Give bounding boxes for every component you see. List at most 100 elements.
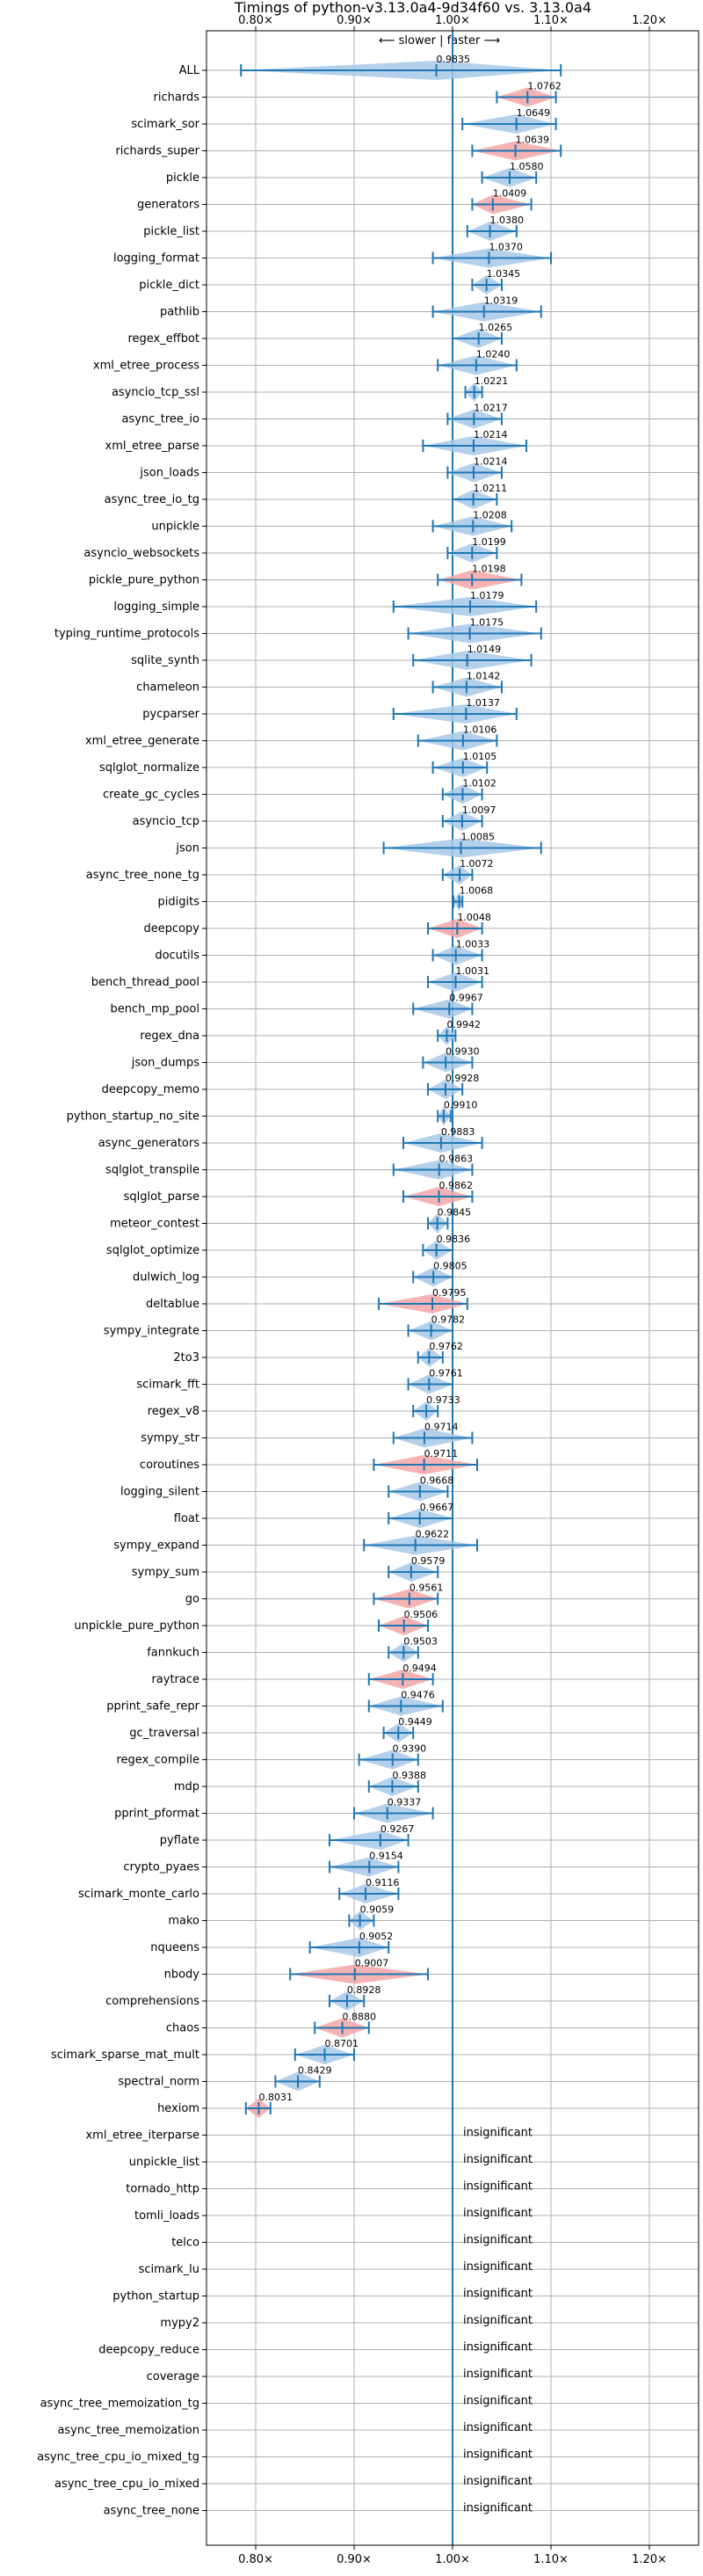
value-label-richards: 1.0762 bbox=[527, 81, 562, 92]
benchmark-label-coroutines: coroutines bbox=[140, 1459, 199, 1472]
x-tick-label-top-0: 0.80× bbox=[238, 14, 273, 27]
benchmark-label-mdp: mdp bbox=[174, 1780, 199, 1794]
benchmark-label-async_tree_cpu_io_mixed_tg: async_tree_cpu_io_mixed_tg bbox=[37, 2451, 199, 2464]
value-label-pickle: 1.0580 bbox=[510, 161, 544, 172]
value-label-regex_compile: 0.9390 bbox=[393, 1743, 427, 1755]
value-label-sqlglot_transpile: 0.9863 bbox=[439, 1153, 474, 1165]
benchmark-label-chameleon: chameleon bbox=[136, 681, 199, 695]
value-label-sympy_integrate: 0.9782 bbox=[431, 1314, 465, 1326]
insignificant-label-telco: insignificant bbox=[463, 2234, 533, 2247]
violin-layer bbox=[240, 61, 562, 2118]
value-label-hexiom: 0.8031 bbox=[258, 2092, 293, 2103]
value-label-regex_dna: 0.9942 bbox=[447, 1019, 482, 1030]
benchmark-label-async_tree_io_tg: async_tree_io_tg bbox=[105, 493, 199, 506]
benchmark-label-hexiom: hexiom bbox=[157, 2102, 199, 2115]
benchmark-label-json_dumps: json_dumps bbox=[131, 1057, 199, 1070]
value-label-unpickle_pure_python: 0.9506 bbox=[404, 1609, 438, 1620]
insignificant-label-async_tree_none: insignificant bbox=[463, 2502, 533, 2515]
benchmark-label-richards: richards bbox=[154, 91, 200, 105]
benchmark-label-scimark_fft: scimark_fft bbox=[136, 1379, 199, 1392]
value-label-comprehensions: 0.8928 bbox=[347, 1984, 381, 1996]
benchmark-label-coverage: coverage bbox=[147, 2370, 199, 2383]
value-label-xml_etree_process: 1.0240 bbox=[476, 349, 511, 360]
label-layer: 0.9835 1.0762 1.0649 1.0639 1.0580 1.0409 1.03… bbox=[258, 54, 561, 2515]
value-label-chameleon: 1.0142 bbox=[467, 671, 501, 682]
benchmark-label-async_tree_none: async_tree_none bbox=[104, 2505, 199, 2518]
benchmark-label-logging_format: logging_format bbox=[113, 252, 199, 266]
x-tick-label-bottom-3: 1.10× bbox=[533, 2553, 569, 2566]
benchmark-label-async_tree_io: async_tree_io bbox=[121, 413, 199, 426]
benchmark-label-ALL: ALL bbox=[179, 64, 200, 77]
benchmark-label-2to3: 2to3 bbox=[173, 1351, 199, 1364]
value-label-xml_etree_parse: 1.0214 bbox=[474, 429, 508, 440]
value-label-scimark_sparse_mat_mult: 0.8701 bbox=[325, 2038, 359, 2049]
benchmark-label-async_tree_none_tg: async_tree_none_tg bbox=[86, 869, 199, 882]
value-label-async_tree_io_tg: 1.0211 bbox=[474, 483, 508, 494]
x-tick-label-bottom-2: 1.00× bbox=[435, 2553, 470, 2566]
value-label-raytrace: 0.9494 bbox=[402, 1663, 437, 1674]
value-label-xml_etree_generate: 1.0106 bbox=[463, 724, 497, 736]
benchmark-label-async_tree_memoization_tg: async_tree_memoization_tg bbox=[40, 2398, 199, 2411]
benchmark-label-sqlite_synth: sqlite_synth bbox=[131, 654, 199, 667]
value-label-bench_mp_pool: 0.9967 bbox=[449, 993, 482, 1004]
benchmark-label-python_startup: python_startup bbox=[112, 2290, 199, 2303]
insignificant-label-async_tree_cpu_io_mixed_tg: insignificant bbox=[463, 2449, 533, 2462]
value-label-async_generators: 0.9883 bbox=[441, 1126, 475, 1138]
value-label-pickle_list: 1.0380 bbox=[490, 215, 525, 226]
insignificant-label-tornado_http: insignificant bbox=[463, 2180, 533, 2194]
value-label-ALL: 0.9835 bbox=[437, 54, 471, 65]
insignificant-label-scimark_lu: insignificant bbox=[463, 2260, 533, 2274]
benchmark-label-asyncio_tcp_ssl: asyncio_tcp_ssl bbox=[112, 386, 199, 399]
insignificant-label-tomli_loads: insignificant bbox=[463, 2207, 533, 2220]
value-label-richards_super: 1.0639 bbox=[516, 135, 550, 146]
benchmark-label-sqlglot_transpile: sqlglot_transpile bbox=[105, 1164, 199, 1177]
benchmark-label-float: float bbox=[174, 1512, 199, 1525]
value-label-pathlib: 1.0319 bbox=[484, 295, 518, 307]
value-label-sqlglot_parse: 0.9862 bbox=[439, 1180, 474, 1191]
benchmark-label-gc_traversal: gc_traversal bbox=[129, 1727, 199, 1740]
benchmark-label-spectral_norm: spectral_norm bbox=[118, 2076, 199, 2089]
benchmark-label-richards_super: richards_super bbox=[115, 145, 199, 158]
benchmark-label-create_gc_cycles: create_gc_cycles bbox=[103, 789, 199, 802]
value-label-gc_traversal: 0.9449 bbox=[398, 1716, 432, 1728]
value-label-async_tree_io: 1.0217 bbox=[474, 403, 508, 414]
value-label-docutils: 1.0033 bbox=[456, 939, 490, 950]
value-label-pickle_pure_python: 1.0198 bbox=[472, 564, 506, 575]
insignificant-label-unpickle_list: insignificant bbox=[463, 2153, 533, 2166]
benchmark-label-regex_v8: regex_v8 bbox=[148, 1405, 199, 1418]
value-label-mdp: 0.9388 bbox=[392, 1770, 426, 1781]
value-label-scimark_monte_carlo: 0.9116 bbox=[366, 1877, 400, 1888]
value-label-crypto_pyaes: 0.9154 bbox=[369, 1851, 403, 1862]
x-tick-label-top-4: 1.20× bbox=[632, 14, 667, 27]
insignificant-label-python_startup: insignificant bbox=[463, 2288, 533, 2301]
value-label-deepcopy_memo: 0.9928 bbox=[446, 1073, 480, 1084]
benchmark-label-generators: generators bbox=[137, 199, 199, 212]
insignificant-label-async_tree_memoization: insignificant bbox=[463, 2421, 533, 2434]
value-label-sqlite_synth: 1.0149 bbox=[467, 644, 502, 655]
insignificant-label-deepcopy_reduce: insignificant bbox=[463, 2341, 533, 2354]
value-label-nbody: 0.9007 bbox=[355, 1958, 389, 1969]
benchmark-label-dulwich_log: dulwich_log bbox=[133, 1271, 199, 1284]
benchmark-label-logging_silent: logging_silent bbox=[120, 1486, 199, 1499]
benchmark-label-pycparser: pycparser bbox=[142, 708, 199, 721]
value-label-2to3: 0.9762 bbox=[429, 1341, 463, 1352]
x-tick-label-bottom-1: 0.90× bbox=[337, 2553, 372, 2566]
value-label-meteor_contest: 0.9845 bbox=[438, 1207, 472, 1219]
value-label-dulwich_log: 0.9805 bbox=[433, 1261, 467, 1272]
value-label-chaos: 0.8880 bbox=[343, 2012, 377, 2023]
x-tick-label-bottom-4: 1.20× bbox=[632, 2553, 667, 2566]
benchmark-label-deepcopy: deepcopy bbox=[143, 922, 199, 935]
value-label-nqueens: 0.9052 bbox=[359, 1931, 394, 1942]
value-label-sqlglot_optimize: 0.9836 bbox=[437, 1233, 470, 1245]
benchmark-label-async_tree_memoization: async_tree_memoization bbox=[57, 2424, 199, 2437]
benchmark-label-pprint_pformat: pprint_pformat bbox=[114, 1808, 199, 1821]
value-label-float: 0.9667 bbox=[420, 1502, 453, 1513]
benchmark-label-sympy_str: sympy_str bbox=[141, 1432, 199, 1445]
benchmark-label-pathlib: pathlib bbox=[160, 306, 199, 319]
benchmark-label-sympy_integrate: sympy_integrate bbox=[104, 1325, 199, 1338]
x-tick-label-top-2: 1.00× bbox=[435, 14, 470, 27]
benchmark-label-xml_etree_parse: xml_etree_parse bbox=[105, 440, 199, 453]
insignificant-label-async_tree_cpu_io_mixed: insignificant bbox=[463, 2475, 533, 2488]
value-label-json: 1.0085 bbox=[461, 832, 496, 843]
